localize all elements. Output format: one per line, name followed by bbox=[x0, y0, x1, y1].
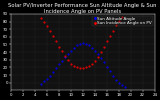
Sun Incidence Angle on PV bbox=[64, 55, 66, 57]
Sun Altitude Angle bbox=[49, 75, 51, 76]
Sun Altitude Angle bbox=[61, 60, 63, 61]
Sun Altitude Angle bbox=[106, 66, 108, 67]
Sun Incidence Angle on PV bbox=[115, 25, 117, 26]
Sun Altitude Angle bbox=[121, 84, 123, 86]
Sun Incidence Angle on PV bbox=[91, 63, 93, 64]
Sun Altitude Angle bbox=[43, 81, 44, 82]
Sun Incidence Angle on PV bbox=[103, 46, 105, 47]
Sun Altitude Angle bbox=[58, 64, 60, 65]
Sun Incidence Angle on PV bbox=[121, 16, 123, 18]
Sun Incidence Angle on PV bbox=[106, 41, 108, 42]
Sun Altitude Angle bbox=[82, 42, 84, 44]
Sun Altitude Angle bbox=[64, 56, 66, 57]
Sun Altitude Angle bbox=[118, 82, 120, 83]
Sun Altitude Angle bbox=[124, 86, 126, 87]
Sun Incidence Angle on PV bbox=[73, 65, 75, 66]
Sun Incidence Angle on PV bbox=[43, 21, 44, 22]
Sun Altitude Angle bbox=[115, 79, 117, 80]
Sun Incidence Angle on PV bbox=[85, 67, 87, 68]
Sun Altitude Angle bbox=[112, 75, 114, 76]
Sun Altitude Angle bbox=[76, 45, 78, 46]
Sun Altitude Angle bbox=[52, 72, 54, 73]
Sun Incidence Angle on PV bbox=[82, 68, 84, 69]
Sun Incidence Angle on PV bbox=[112, 30, 114, 31]
Sun Incidence Angle on PV bbox=[118, 20, 120, 21]
Sun Incidence Angle on PV bbox=[58, 46, 60, 47]
Sun Incidence Angle on PV bbox=[109, 36, 111, 37]
Sun Incidence Angle on PV bbox=[97, 56, 99, 57]
Sun Altitude Angle bbox=[88, 45, 90, 46]
Sun Altitude Angle bbox=[100, 57, 102, 58]
Sun Altitude Angle bbox=[67, 53, 69, 54]
Sun Altitude Angle bbox=[55, 68, 57, 69]
Sun Altitude Angle bbox=[46, 78, 48, 80]
Sun Incidence Angle on PV bbox=[76, 67, 78, 68]
Sun Incidence Angle on PV bbox=[55, 41, 57, 42]
Sun Altitude Angle bbox=[85, 43, 87, 44]
Sun Incidence Angle on PV bbox=[52, 36, 54, 37]
Sun Altitude Angle bbox=[94, 50, 96, 51]
Sun Incidence Angle on PV bbox=[88, 65, 90, 66]
Sun Altitude Angle bbox=[70, 50, 72, 51]
Sun Incidence Angle on PV bbox=[70, 63, 72, 64]
Line: Sun Altitude Angle: Sun Altitude Angle bbox=[40, 42, 125, 87]
Sun Incidence Angle on PV bbox=[40, 17, 42, 18]
Sun Incidence Angle on PV bbox=[46, 26, 48, 27]
Sun Incidence Angle on PV bbox=[67, 59, 69, 60]
Sun Incidence Angle on PV bbox=[61, 51, 63, 52]
Sun Altitude Angle bbox=[40, 84, 42, 85]
Sun Altitude Angle bbox=[103, 62, 105, 63]
Sun Altitude Angle bbox=[79, 43, 81, 44]
Sun Altitude Angle bbox=[73, 47, 75, 48]
Sun Altitude Angle bbox=[109, 71, 111, 72]
Sun Altitude Angle bbox=[97, 53, 99, 54]
Sun Incidence Angle on PV bbox=[94, 60, 96, 61]
Sun Incidence Angle on PV bbox=[79, 68, 81, 69]
Sun Incidence Angle on PV bbox=[49, 30, 51, 31]
Sun Altitude Angle bbox=[91, 47, 93, 48]
Line: Sun Incidence Angle on PV: Sun Incidence Angle on PV bbox=[40, 16, 122, 69]
Sun Incidence Angle on PV bbox=[100, 52, 102, 53]
Title: Solar PV/Inverter Performance Sun Altitude Angle & Sun Incidence Angle on PV Pan: Solar PV/Inverter Performance Sun Altitu… bbox=[8, 3, 157, 14]
Legend: Sun Altitude Angle, Sun Incidence Angle on PV: Sun Altitude Angle, Sun Incidence Angle … bbox=[92, 16, 153, 26]
